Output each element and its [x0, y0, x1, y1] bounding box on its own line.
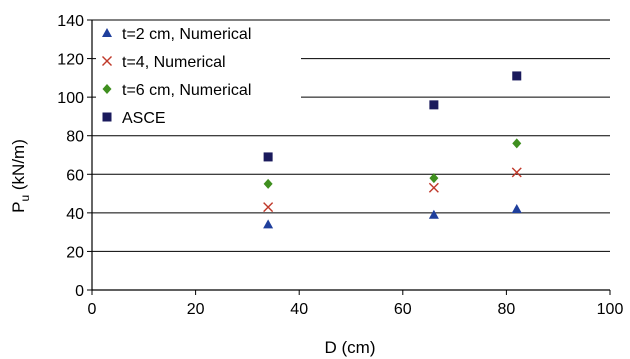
tick-labels: 0 20 40 60 80 100 120 140 0 20 40 60 80 100	[57, 13, 623, 318]
x-tick-label-100: 100	[597, 301, 624, 318]
y-tick-label-140: 140	[57, 13, 84, 30]
legend-background	[96, 21, 301, 133]
y-tick-label-100: 100	[57, 90, 84, 107]
y-tick-label-20: 20	[66, 244, 84, 261]
x-tick-label-40: 40	[290, 301, 308, 318]
data-point-s2-0	[263, 178, 273, 189]
legend-label-2: t=6 cm, Numerical	[122, 82, 251, 99]
data-points	[263, 71, 522, 229]
data-point-s1-2	[511, 167, 522, 178]
data-point-s0-2	[511, 204, 522, 213]
data-point-s2-2	[512, 138, 522, 149]
x-tick-label-60: 60	[394, 301, 412, 318]
legend-label-1: t=4, Numerical	[122, 54, 226, 71]
y-tick-label-40: 40	[66, 206, 84, 223]
y-axis-title-main: P	[9, 202, 28, 213]
y-tick-label-120: 120	[57, 52, 84, 69]
data-point-s0-1	[428, 209, 439, 219]
legend-marker-0	[102, 28, 112, 37]
legend-marker-1	[102, 56, 112, 66]
x-tick-label-20: 20	[187, 301, 205, 318]
legend-marker-2	[102, 84, 112, 94]
legend-label-0: t=2 cm, Numerical	[122, 26, 251, 43]
y-axis-title: Pu (kN/m)	[9, 139, 32, 213]
legend-label-3: ASCE	[122, 110, 166, 127]
y-tick-label-80: 80	[66, 129, 84, 146]
x-tick-label-0: 0	[88, 301, 97, 318]
y-axis-title-subscript: u	[18, 195, 32, 202]
y-tick-label-60: 60	[66, 167, 84, 184]
data-point-s2-1	[429, 173, 439, 184]
y-tick-label-0: 0	[75, 283, 84, 300]
x-axis-title: D (cm)	[325, 338, 376, 357]
data-point-s3-2	[512, 71, 522, 81]
y-axis-title-unit: (kN/m)	[9, 139, 28, 195]
legend: t=2 cm, Numerical t=4, Numerical t=6 cm, N…	[96, 21, 301, 133]
data-point-s1-0	[263, 202, 274, 213]
data-point-s3-0	[263, 152, 273, 162]
legend-marker-3	[102, 112, 112, 122]
axes	[87, 19, 611, 295]
data-point-s0-0	[263, 219, 274, 229]
data-point-s3-1	[429, 100, 439, 110]
x-tick-label-80: 80	[498, 301, 516, 318]
data-point-s1-1	[428, 182, 439, 193]
